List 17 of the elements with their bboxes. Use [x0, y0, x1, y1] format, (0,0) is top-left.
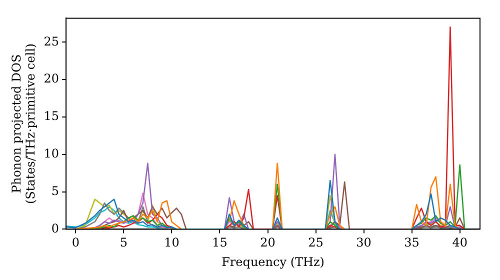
y-tick-label: 0	[51, 221, 60, 236]
x-tick-label: 5	[120, 236, 128, 250]
x-tick-label: 10	[164, 236, 180, 250]
x-tick-label: 20	[260, 236, 276, 250]
x-tick-label: 30	[356, 236, 372, 250]
y-tick-label: 10	[44, 146, 60, 160]
x-tick-label: 35	[404, 236, 420, 250]
y-tick-label: 20	[44, 72, 60, 86]
y-tick-label: 25	[44, 34, 60, 48]
y-tick-label: 15	[44, 109, 60, 124]
y-axis-title: Phonon projected DOS (States/THz·primitive cell)	[9, 43, 38, 204]
x-tick-label: 25	[308, 236, 324, 250]
x-axis-title: Frequency (THz)	[222, 254, 324, 269]
x-tick-label: 40	[452, 236, 468, 250]
y-tick-label: 5	[51, 184, 60, 198]
x-tick-label: 0	[72, 236, 80, 250]
x-tick-label: 15	[212, 236, 228, 250]
